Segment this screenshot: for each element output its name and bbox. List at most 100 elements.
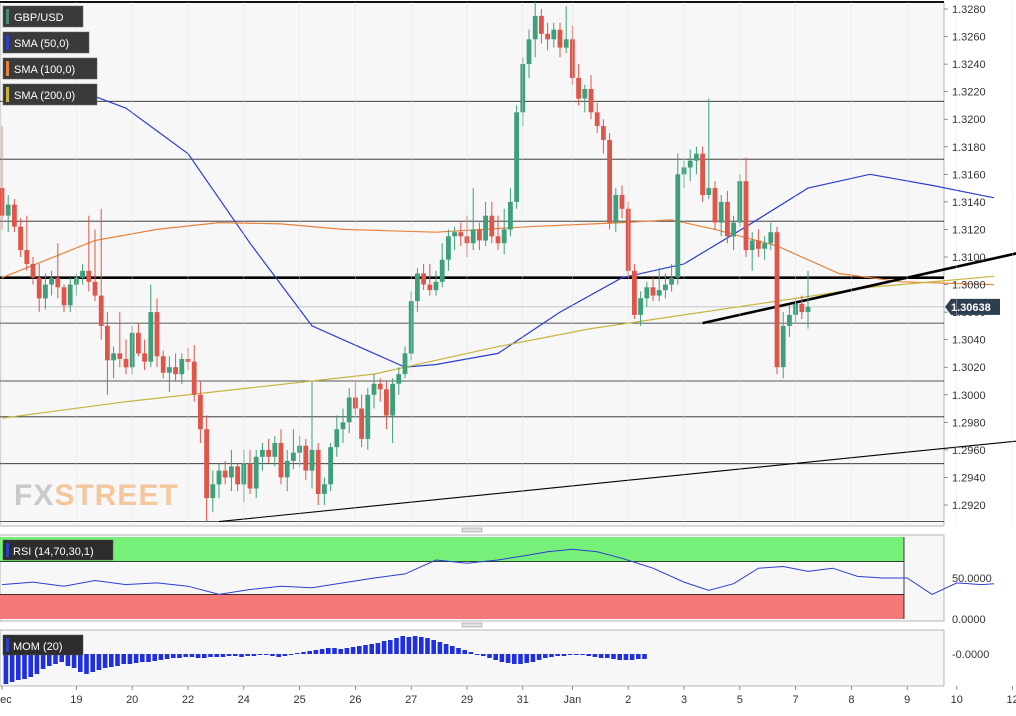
candle-body	[390, 383, 395, 416]
y-tick-label: 1.3220	[952, 87, 986, 99]
candle-body	[632, 270, 637, 315]
mom-bar	[65, 654, 71, 666]
candle-body	[532, 15, 538, 40]
candle-body	[18, 226, 23, 251]
trendline	[702, 252, 1016, 325]
mom-bar	[78, 654, 83, 672]
pane-resize-handle[interactable]	[461, 622, 483, 628]
candle-body	[334, 429, 340, 448]
mom-bar	[350, 647, 356, 654]
mom-bar	[462, 650, 467, 654]
watermark-fx: FXSTREET	[14, 479, 179, 512]
mom-bar	[295, 653, 300, 654]
x-tick-label: 29	[461, 694, 473, 706]
mom-bar	[9, 654, 15, 682]
candle-body	[30, 263, 36, 278]
candle-body	[173, 367, 178, 375]
mom-bar	[530, 654, 536, 662]
mom-bar	[406, 637, 412, 654]
y-tick-label: 1.3040	[952, 335, 986, 347]
candle-body	[694, 153, 699, 161]
mom-bar	[127, 654, 133, 664]
mom-bar	[276, 654, 281, 657]
candle-body	[160, 356, 166, 373]
candle-body	[477, 229, 482, 241]
mom-bar	[425, 638, 430, 654]
mom-bar	[214, 654, 219, 657]
candle-body	[61, 287, 67, 306]
candle-body	[743, 181, 749, 251]
mom-bar	[307, 651, 312, 654]
rsi-oversold-zone	[0, 594, 904, 619]
candle-body	[706, 188, 712, 195]
candle-body	[36, 277, 42, 299]
candle-body	[588, 88, 594, 113]
candle-body	[644, 287, 650, 299]
mom-bar	[133, 654, 139, 663]
mom-bar	[642, 654, 647, 659]
candle-body	[142, 353, 147, 362]
mom-bar	[84, 654, 89, 674]
mom-bar	[40, 654, 46, 669]
mom-bar	[468, 652, 474, 654]
mom-bar	[220, 654, 226, 657]
mom-bar	[301, 652, 306, 654]
legend-swatch	[6, 61, 9, 76]
candle-body	[55, 277, 61, 288]
mom-tick-label: -0.0000	[952, 649, 989, 661]
mom-bar	[195, 654, 201, 658]
trendline	[218, 440, 1016, 523]
x-tick-label: 2	[625, 694, 631, 706]
candle-body	[309, 449, 315, 471]
mom-bar	[574, 654, 579, 655]
candle-body	[725, 201, 730, 237]
mom-bar	[598, 654, 604, 658]
candle-body	[24, 250, 30, 264]
rsi-label: RSI (14,70,30,1)	[13, 546, 94, 558]
candle-body	[235, 466, 240, 485]
candle-body	[501, 229, 507, 244]
mom-bar	[251, 654, 257, 656]
main-plot-area	[0, 2, 944, 526]
y-tick-label: 1.3240	[952, 59, 986, 71]
candle-body	[539, 15, 544, 34]
mom-bar	[71, 654, 77, 668]
mom-bar	[282, 654, 288, 656]
mom-bar	[239, 654, 244, 657]
candle-body	[656, 290, 662, 296]
mom-bar	[245, 654, 250, 656]
mom-bar	[338, 649, 343, 654]
mom-bar	[183, 654, 188, 657]
mom-bar	[567, 654, 573, 655]
rsi-overbought-zone	[0, 537, 904, 562]
x-tick-label: 19	[70, 694, 82, 706]
candle-body	[601, 126, 606, 140]
candle-body	[253, 456, 259, 489]
candle-body	[340, 422, 346, 430]
mom-bar	[208, 654, 213, 657]
candle-body	[136, 332, 141, 354]
candle-body	[663, 284, 668, 291]
mom-bar	[146, 654, 151, 662]
pane-resize-handle[interactable]	[461, 527, 483, 533]
x-tick-label: 31	[517, 694, 529, 706]
candle-body	[514, 112, 519, 202]
candle-body	[346, 397, 352, 423]
mom-bar	[158, 654, 164, 660]
mom-bar	[518, 654, 523, 664]
mom-bar	[121, 654, 126, 664]
x-tick-label: 20	[126, 694, 138, 706]
mom-bar	[226, 654, 232, 656]
mom-bar	[605, 654, 610, 658]
candle-body	[675, 174, 681, 278]
candle-body	[718, 201, 724, 223]
mom-bar	[549, 654, 554, 657]
candle-body	[563, 39, 569, 48]
x-tick-label: Dec	[0, 694, 12, 706]
candle-body	[204, 429, 209, 499]
candle-body	[787, 314, 792, 326]
candle-body	[439, 259, 445, 282]
candle-body	[278, 443, 284, 478]
candle-body	[123, 359, 129, 368]
